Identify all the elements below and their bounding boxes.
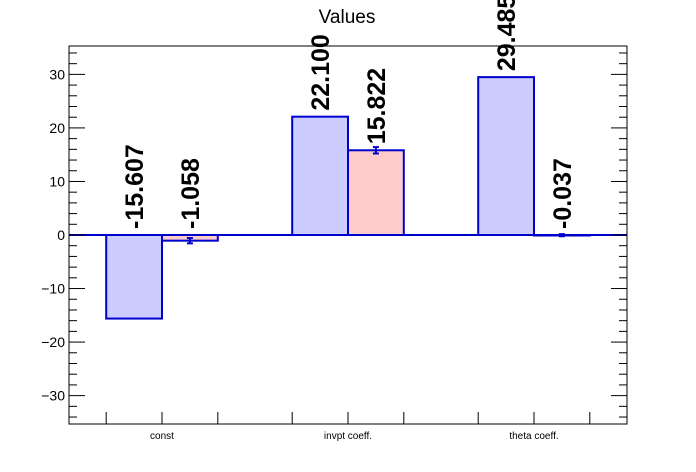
value-label: -1.058 xyxy=(177,158,205,229)
bar xyxy=(291,115,350,236)
y-tick-label: −20 xyxy=(41,334,65,350)
bar xyxy=(477,76,536,236)
x-axis: const invpt coeff. theta coeff. xyxy=(105,412,591,442)
y-tick-label: 20 xyxy=(49,120,65,136)
value-label: 29.485 xyxy=(493,0,521,71)
x-category-label: invpt coeff. xyxy=(324,431,372,442)
bar xyxy=(347,149,405,236)
value-labels-group: -15.607 22.100 29.485 -1.058 15.822 -0.037 xyxy=(121,0,577,229)
bar xyxy=(105,234,163,320)
value-label: 22.100 xyxy=(307,34,335,110)
x-category-label: const xyxy=(150,431,174,442)
chart-title: Values xyxy=(319,7,376,28)
y-tick-label: −10 xyxy=(41,281,65,297)
value-label: -0.037 xyxy=(549,158,577,229)
y-axis: −30 −20 −10 0 10 20 30 xyxy=(41,52,627,418)
y-tick-label: −30 xyxy=(41,388,65,404)
y-tick-label: 0 xyxy=(57,227,65,243)
y-tick-label: 10 xyxy=(49,173,65,189)
error-bars-group xyxy=(186,146,565,245)
value-label: 15.822 xyxy=(363,68,391,144)
value-label: -15.607 xyxy=(121,144,149,229)
y-tick-label: 30 xyxy=(49,66,65,82)
x-category-label: theta coeff. xyxy=(509,431,558,442)
